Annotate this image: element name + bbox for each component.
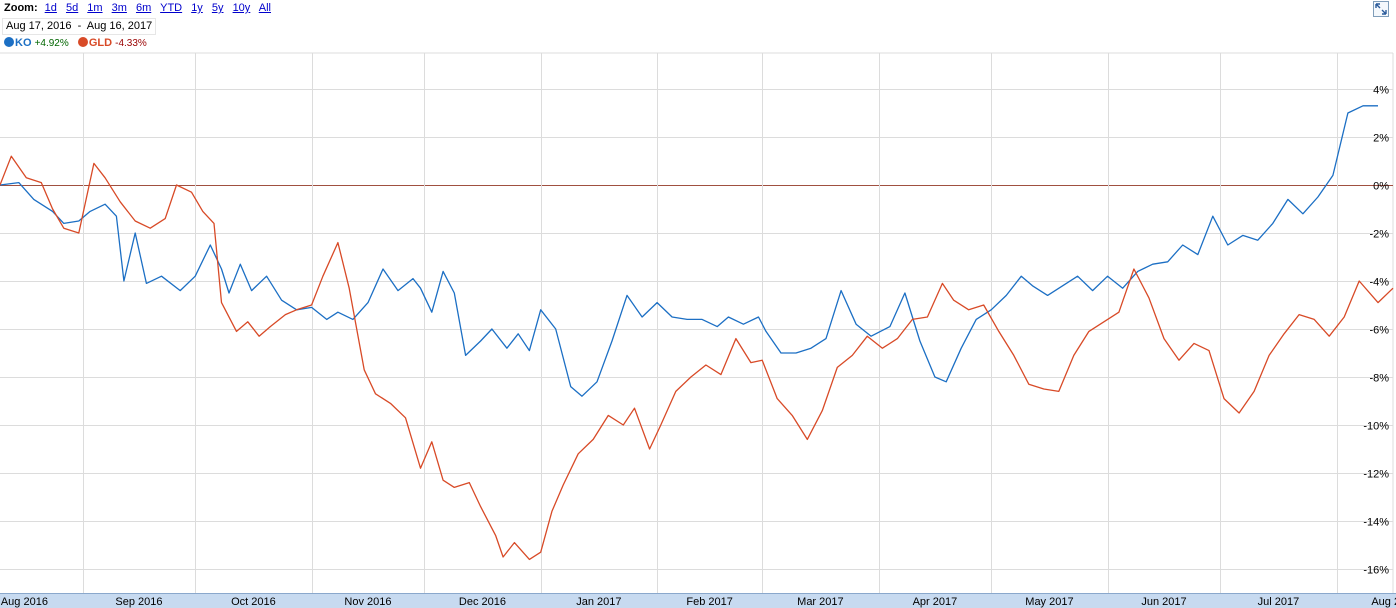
y-tick-label: 4% [1373, 85, 1389, 97]
expand-arrows-icon [1375, 3, 1387, 15]
y-tick-label: -4% [1369, 277, 1389, 289]
date-range-start: Aug 17, 2016 [6, 20, 72, 32]
gridlines [0, 52, 1394, 593]
legend-item-ko[interactable]: KO +4.92% [4, 37, 69, 49]
expand-button[interactable] [1373, 1, 1389, 17]
x-tick-label: Sep 2016 [115, 596, 162, 608]
x-tick-label: Feb 2017 [686, 596, 732, 608]
series-line-ko[interactable] [0, 105, 1378, 397]
zoom-5y-link[interactable]: 5y [211, 2, 224, 14]
x-tick-label: Jan 2017 [576, 596, 621, 608]
x-tick-label: Jun 2017 [1141, 596, 1186, 608]
x-tick-label: Oct 2016 [231, 596, 276, 608]
y-tick-label: -2% [1369, 229, 1389, 241]
x-tick-label: May 2017 [1025, 596, 1073, 608]
legend-change-ko: +4.92% [34, 38, 69, 49]
x-tick-label: Mar 2017 [797, 596, 843, 608]
zoom-1y-link[interactable]: 1y [191, 2, 203, 14]
y-tick-label: -16% [1363, 565, 1389, 577]
legend-symbol-ko: KO [15, 37, 32, 49]
zoom-10y-link[interactable]: 10y [232, 2, 251, 14]
y-tick-label: 2% [1373, 133, 1389, 145]
y-tick-label: -8% [1369, 373, 1389, 385]
x-axis: Aug 2016 Sep 2016 Oct 2016 Nov 2016 Dec 2016… [0, 593, 1396, 608]
x-tick-label: Nov 2016 [344, 596, 391, 608]
series-lines [0, 105, 1394, 561]
date-range-separator: - [77, 20, 82, 32]
zoom-bar: Zoom: 1d 5d 1m 3m 6m YTD 1y 5y 10y All [4, 2, 277, 18]
x-tick-label: Aug 2017 [1371, 596, 1396, 608]
date-range[interactable]: Aug 17, 2016 - Aug 16, 2017 [2, 18, 157, 35]
zoom-all-link[interactable]: All [258, 2, 271, 14]
legend-change-gld: -4.33% [115, 38, 147, 49]
x-tick-label: Dec 2016 [459, 596, 506, 608]
gld-dot-icon [77, 37, 88, 47]
ko-dot-icon [4, 37, 14, 47]
legend-item-gld[interactable]: GLD -4.33% [77, 37, 147, 49]
y-tick-label: -10% [1363, 421, 1389, 433]
zoom-label: Zoom: [4, 2, 38, 14]
legend-symbol-gld: GLD [88, 37, 113, 49]
zoom-3m-link[interactable]: 3m [111, 2, 127, 14]
y-axis-ticks: 4% 2% 0% -2% -4% -6% -8% -10% -12% -14% -16% [1363, 85, 1389, 577]
y-tick-label: 0% [1373, 181, 1389, 193]
x-tick-label: Jul 2017 [1258, 596, 1300, 608]
x-tick-label: Aug 2016 [1, 596, 48, 608]
series-line-gld[interactable] [0, 155, 1394, 561]
zoom-ytd-link[interactable]: YTD [160, 2, 183, 14]
x-tick-label: Apr 2017 [913, 596, 958, 608]
zoom-6m-link[interactable]: 6m [135, 2, 152, 14]
y-tick-label: -12% [1363, 469, 1389, 481]
y-tick-label: -6% [1369, 325, 1389, 337]
zoom-1m-link[interactable]: 1m [87, 2, 103, 14]
zoom-5d-link[interactable]: 5d [65, 2, 79, 14]
y-tick-label: -14% [1363, 517, 1389, 529]
legend: KO +4.92% GLD -4.33% [4, 37, 153, 49]
zoom-1d-link[interactable]: 1d [44, 2, 57, 14]
date-range-end: Aug 16, 2017 [86, 20, 153, 32]
x-axis-band [0, 593, 1396, 608]
